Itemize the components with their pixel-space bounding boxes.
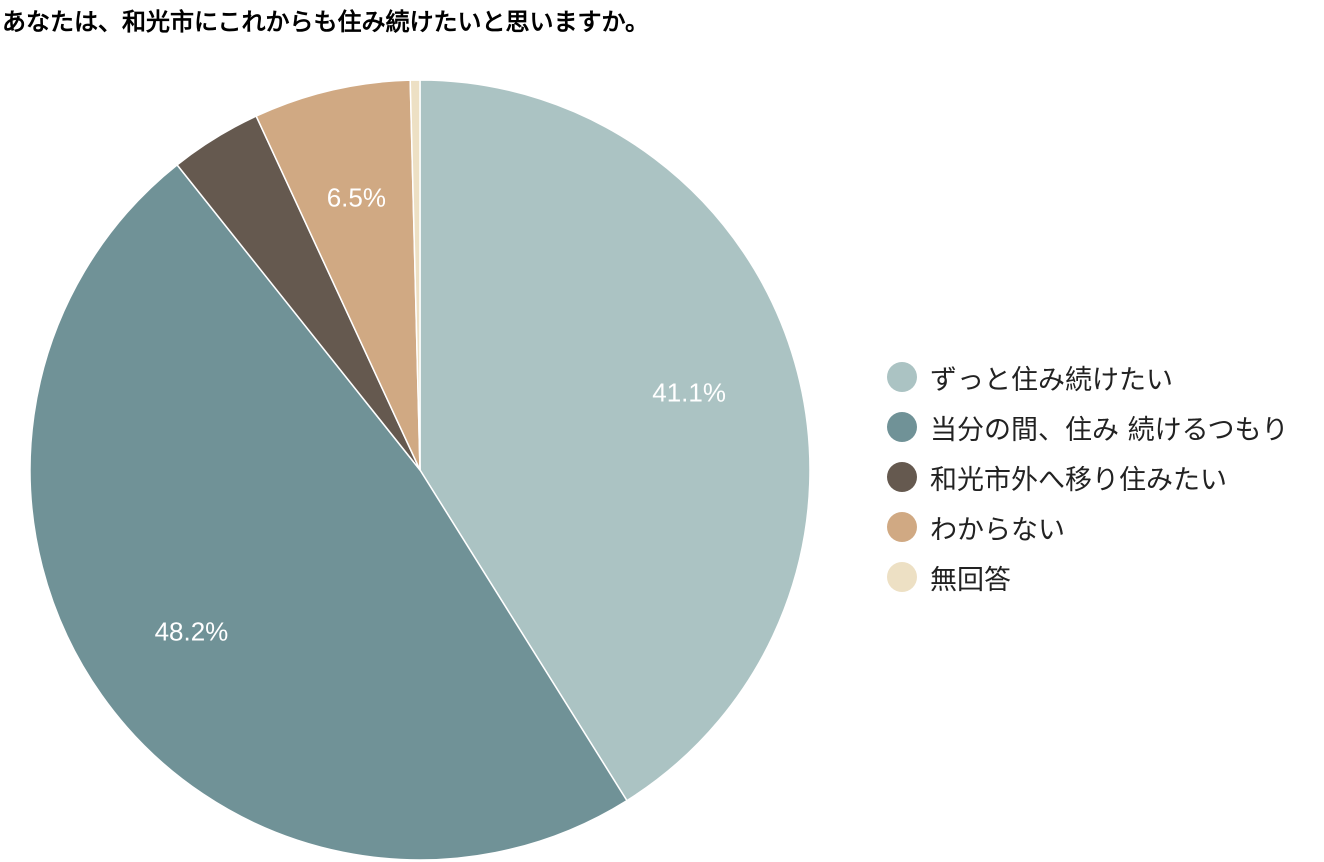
pie-slice bbox=[29, 163, 628, 861]
chart-title: あなたは、和光市にこれからも住み続けたいと思いますか。 bbox=[2, 8, 650, 36]
legend-item: 当分の間、住み 続けるつもり bbox=[887, 402, 1289, 452]
slice-data-label: 41.1% bbox=[652, 378, 726, 408]
legend-item: わからない bbox=[887, 502, 1289, 552]
slice-data-label: 6.5% bbox=[327, 182, 386, 212]
legend-label: わからない bbox=[930, 514, 1065, 546]
legend-item: ずっと住み続けたい bbox=[887, 352, 1289, 402]
pie-slice bbox=[409, 79, 421, 471]
legend-swatch bbox=[887, 512, 917, 542]
legend-swatch bbox=[887, 562, 917, 592]
pie-slice bbox=[419, 79, 811, 802]
legend-label: 和光市外へ移り住みたい bbox=[930, 464, 1227, 496]
slice-data-label: 48.2% bbox=[155, 617, 229, 647]
legend-swatch bbox=[887, 362, 917, 392]
legend-swatch bbox=[887, 462, 917, 492]
legend: ずっと住み続けたい当分の間、住み 続けるつもり 和光市外へ移り住みたい わからない無… bbox=[887, 352, 1289, 602]
legend-item: 和光市外へ移り住みたい bbox=[887, 452, 1289, 502]
legend-label: ずっと住み続けたい bbox=[930, 364, 1173, 396]
legend-swatch bbox=[887, 412, 917, 442]
legend-item: 無回答 bbox=[887, 552, 1289, 602]
legend-label: 無回答 bbox=[930, 564, 1011, 596]
legend-label: 当分の間、住み 続けるつもり bbox=[930, 414, 1289, 446]
pie-slice bbox=[255, 79, 421, 471]
